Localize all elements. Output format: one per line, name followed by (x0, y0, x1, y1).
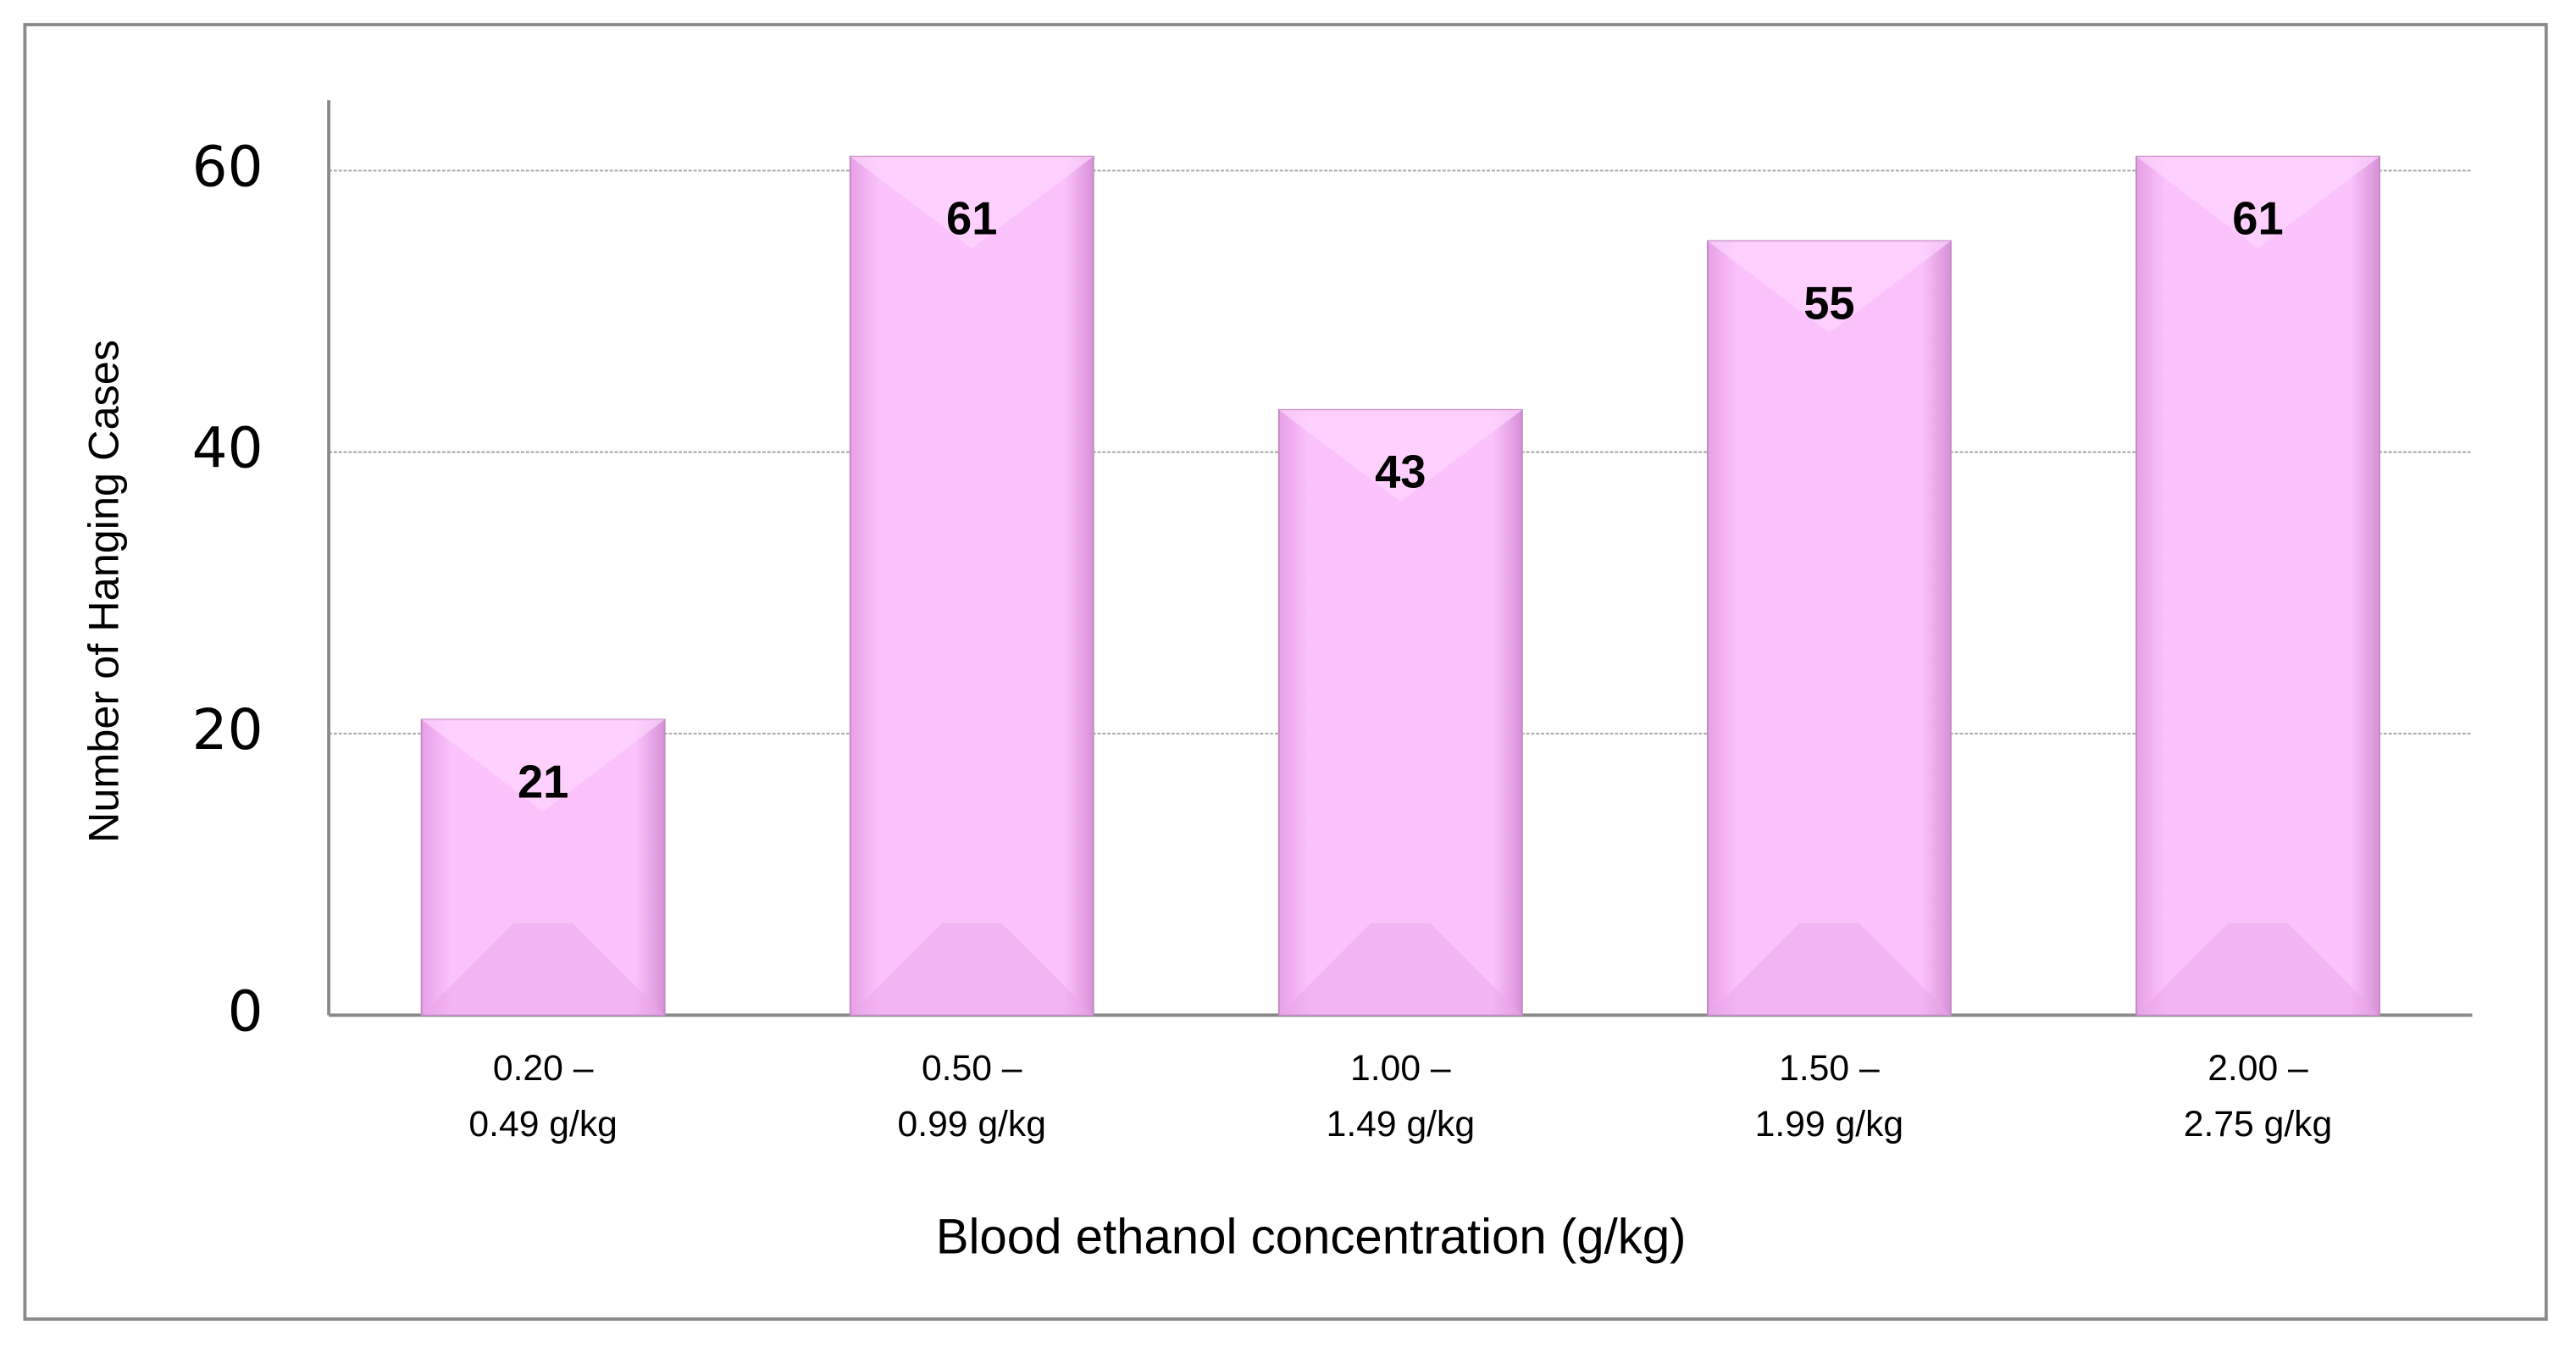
bar-bevel-bottom (421, 923, 665, 1016)
x-tick-label: 1.00 –1.49 g/kg (1327, 1049, 1475, 1145)
x-tick-label: 1.50 –1.99 g/kg (1755, 1049, 1903, 1145)
x-tick-label: 0.50 –0.99 g/kg (898, 1049, 1046, 1145)
bar-group: 61 (849, 155, 1094, 1017)
bar-group: 21 (420, 718, 666, 1017)
bar-group: 43 (1277, 408, 1523, 1017)
y-axis-label: Number of Hanging Cases (80, 340, 128, 843)
bar-bevel-bottom (1707, 923, 1951, 1016)
bar (849, 155, 1094, 1017)
y-tick-label: 40 (192, 416, 263, 481)
x-tick-label: 0.20 –0.49 g/kg (468, 1049, 617, 1145)
y-tick-label: 60 (192, 134, 263, 199)
x-axis-label: Blood ethanol concentration (g/kg) (936, 1209, 1687, 1264)
bar (1706, 240, 1952, 1017)
bar-bevel-top (850, 156, 1094, 249)
bar-bevel-top (1278, 409, 1522, 502)
bar-group: 61 (2136, 155, 2380, 1017)
x-tick-label: 2.00 –2.75 g/kg (2184, 1049, 2332, 1145)
bar (1277, 408, 1523, 1017)
bar (2136, 155, 2380, 1017)
y-tick-label: 0 (228, 978, 263, 1044)
bar-bevel-top (1707, 241, 1951, 334)
value-label: 21 (518, 756, 568, 807)
bar-bevel-bottom (1278, 923, 1522, 1016)
bar-bevel-bottom (850, 923, 1094, 1016)
bar-bevel-bottom (2136, 923, 2379, 1016)
bar-group: 55 (1706, 240, 1952, 1017)
value-label: 61 (946, 193, 997, 245)
value-label: 43 (1375, 446, 1426, 498)
bar-bevel-top (421, 719, 665, 812)
value-label: 55 (1803, 277, 1854, 329)
value-label: 61 (2232, 193, 2283, 245)
y-tick-label: 20 (192, 697, 263, 762)
bar-bevel-top (2136, 156, 2379, 249)
